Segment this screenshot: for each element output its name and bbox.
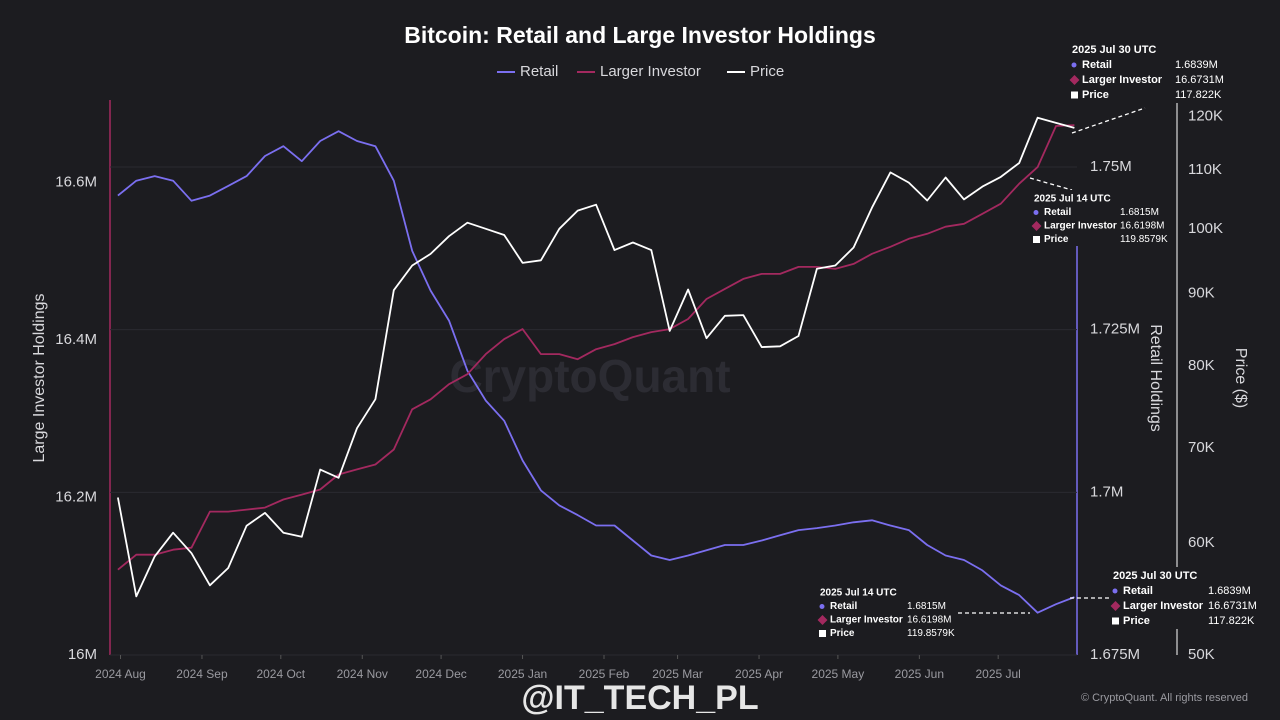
- tooltip-background: [816, 584, 956, 640]
- y-tick-label: 16.4M: [55, 331, 97, 348]
- y-tick-label: 16M: [68, 646, 97, 663]
- tooltip-value: 16.6731M: [1208, 600, 1257, 612]
- x-tick-label: 2025 Mar: [652, 667, 703, 681]
- x-tick-label: 2025 Feb: [579, 667, 630, 681]
- tooltip-label: Retail: [830, 601, 857, 612]
- legend-label: Price: [750, 63, 784, 80]
- x-tick-label: 2025 May: [812, 667, 865, 681]
- y2-tick-label: 1.675M: [1090, 646, 1140, 663]
- legend-label: Retail: [520, 63, 558, 80]
- tooltip-marker: [817, 615, 828, 625]
- leader-line: [1029, 177, 1073, 191]
- tooltip-value: 119.8579K: [907, 628, 955, 639]
- x-tick-label: 2025 Apr: [735, 667, 783, 681]
- y3-tick-label: 100K: [1188, 220, 1223, 237]
- y2-tick-label: 1.75M: [1090, 158, 1132, 175]
- tooltip-value: 117.822K: [1208, 615, 1255, 627]
- plot-area: [117, 116, 1075, 614]
- tooltip-marker: [1112, 617, 1119, 625]
- tooltip-value: 117.822K: [1175, 89, 1222, 101]
- tooltip-value: 16.6198M: [907, 615, 951, 626]
- tooltip-value: 119.8579K: [1120, 234, 1168, 245]
- tooltip-label: Larger Investor: [830, 615, 903, 626]
- tooltip-label: Price: [1044, 234, 1069, 245]
- tooltip-background: [1109, 567, 1254, 629]
- tooltip-value: 1.6839M: [1208, 585, 1251, 597]
- series-line: [117, 116, 1075, 598]
- y3-tick-label: 90K: [1188, 285, 1215, 302]
- tooltip-marker: [1031, 221, 1042, 231]
- tooltip-background: [1068, 41, 1218, 103]
- tooltip-label: Retail: [1123, 585, 1153, 597]
- tooltip-title: 2025 Jul 30 UTC: [1113, 570, 1197, 582]
- y3-tick-label: 110K: [1188, 161, 1222, 178]
- overlay: Retail Larger Investor Price 2025 Jul 30 UT…: [497, 41, 1257, 640]
- y2-tick-label: 1.725M: [1090, 321, 1140, 338]
- y-tick-label: 16.2M: [55, 489, 97, 506]
- tooltip-title: 2025 Jul 30 UTC: [1072, 44, 1156, 56]
- x-tick-label: 2024 Nov: [337, 667, 388, 681]
- tooltip-title: 2025 Jul 14 UTC: [1034, 194, 1111, 205]
- y3-tick-label: 50K: [1188, 646, 1215, 663]
- tooltip-label: Larger Investor: [1044, 221, 1117, 232]
- tooltip-value: 1.6815M: [1120, 207, 1159, 218]
- tooltip-marker: [1071, 91, 1078, 99]
- y3-tick-label: 70K: [1188, 439, 1215, 456]
- tooltip-label: Retail: [1082, 59, 1112, 71]
- y2-tick-label: 1.7M: [1090, 483, 1123, 500]
- y-tick-label: 16.6M: [55, 174, 97, 191]
- copyright: © CryptoQuant. All rights reserved: [1081, 692, 1248, 704]
- series-line: [117, 130, 1075, 614]
- leader-line: [1071, 107, 1146, 134]
- chart-title: Bitcoin: Retail and Large Investor Holdi…: [404, 22, 876, 48]
- x-tick-label: 2025 Jan: [498, 667, 547, 681]
- tooltip-marker: [819, 630, 826, 637]
- legend-label: Larger Investor: [600, 63, 701, 80]
- tooltip-marker: [1033, 236, 1040, 243]
- y-axis-label: Large Investor Holdings: [31, 294, 48, 463]
- series-line: [117, 124, 1075, 571]
- x-tick-label: 2024 Aug: [95, 667, 146, 681]
- grid: 16M 16.2M 16.4M 16.6M 1.675M 1.7M 1.725M 1.75M 5…: [55, 100, 1223, 681]
- y2-axis-label: Retail Holdings: [1147, 324, 1164, 432]
- tooltip-marker: [1071, 62, 1077, 68]
- tooltip-label: Price: [830, 628, 855, 639]
- y3-tick-label: 60K: [1188, 534, 1215, 551]
- tooltip-label: Larger Investor: [1123, 600, 1204, 612]
- footer-handle: @IT_TECH_PL: [521, 679, 758, 717]
- y3-tick-label: 80K: [1188, 357, 1215, 374]
- tooltip-value: 1.6839M: [1175, 59, 1218, 71]
- tooltip-background: [1030, 190, 1170, 246]
- tooltip-marker: [1069, 75, 1080, 85]
- tooltip-title: 2025 Jul 14 UTC: [820, 588, 897, 599]
- x-tick-label: 2025 Jun: [895, 667, 944, 681]
- tooltip-value: 16.6198M: [1120, 221, 1164, 232]
- y3-axis-label: Price ($): [1232, 348, 1249, 408]
- x-tick-label: 2024 Sep: [176, 667, 228, 681]
- tooltip-marker: [1110, 601, 1121, 611]
- x-tick-label: 2024 Dec: [415, 667, 466, 681]
- watermark: CryptoQuant: [449, 350, 730, 402]
- tooltip-label: Larger Investor: [1082, 74, 1163, 86]
- x-tick-label: 2024 Oct: [256, 667, 305, 681]
- tooltip-value: 16.6731M: [1175, 74, 1224, 86]
- x-tick-label: 2025 Jul: [975, 667, 1020, 681]
- tooltip-marker: [1033, 210, 1039, 215]
- tooltip-label: Price: [1082, 89, 1109, 101]
- tooltip-value: 1.6815M: [907, 601, 946, 612]
- tooltip-label: Retail: [1044, 207, 1071, 218]
- y3-tick-label: 120K: [1188, 108, 1223, 125]
- tooltip-marker: [819, 604, 825, 609]
- tooltip-marker: [1112, 588, 1118, 594]
- tooltip-label: Price: [1123, 615, 1150, 627]
